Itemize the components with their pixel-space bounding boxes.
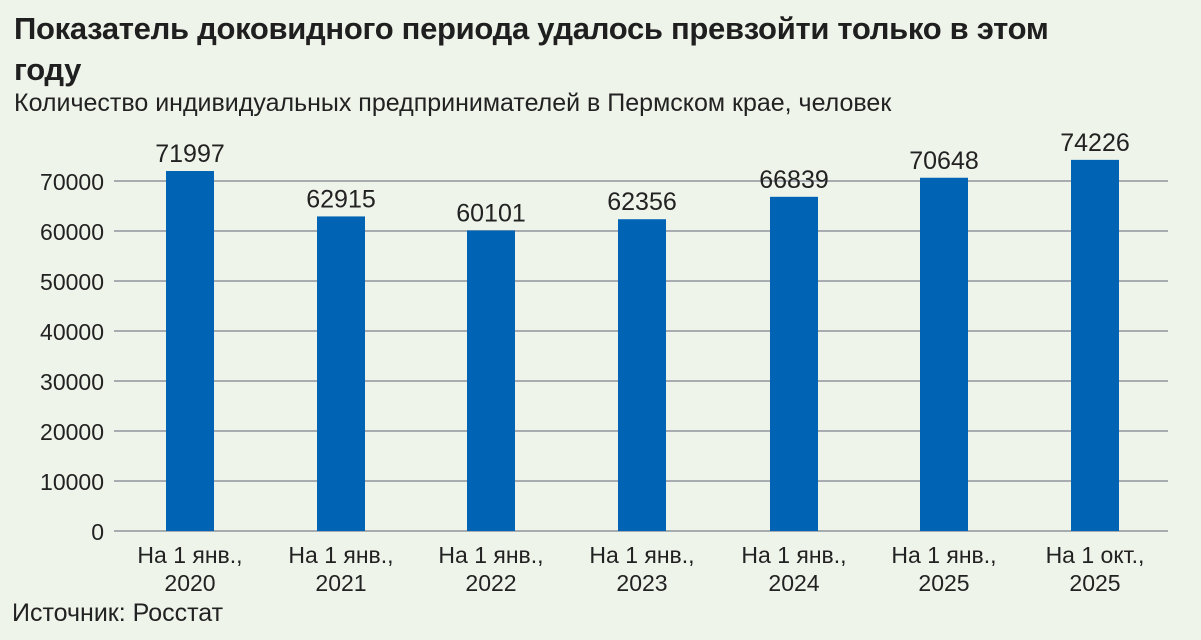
- y-tick-label: 20000: [40, 419, 104, 445]
- x-tick-label: На 1 янв.,: [891, 542, 996, 568]
- data-label: 62356: [607, 188, 677, 216]
- y-tick-label: 40000: [40, 319, 104, 345]
- y-axis-tick-labels: 0 10000 20000 30000 40000 50000 60000 70000: [40, 169, 104, 545]
- x-tick-label: На 1 янв.,: [438, 542, 543, 568]
- y-tick-label: 30000: [40, 369, 104, 395]
- bar: [317, 216, 365, 532]
- bar: [770, 196, 818, 531]
- data-label: 71997: [155, 140, 225, 168]
- chart-title: Показатель доковидного периода удалось п…: [14, 11, 1049, 87]
- chart-subtitle: Количество индивидуальных предпринимател…: [14, 89, 892, 117]
- x-tick-label: 2024: [768, 570, 819, 596]
- data-label: 66839: [759, 166, 829, 194]
- x-tick-label: На 1 янв.,: [137, 542, 242, 568]
- data-label: 60101: [456, 199, 526, 227]
- x-tick-label: На 1 янв.,: [288, 542, 393, 568]
- y-tick-label: 10000: [40, 469, 104, 495]
- data-label: 62915: [306, 185, 376, 213]
- x-tick-label: 2022: [465, 570, 516, 596]
- x-tick-label: 2023: [616, 570, 667, 596]
- x-tick-label: На 1 янв.,: [589, 542, 694, 568]
- data-label: 74226: [1060, 129, 1130, 157]
- data-labels: 71997 62915 60101 62356 66839 70648 74226: [155, 129, 1130, 228]
- x-tick-label: На 1 окт.,: [1046, 542, 1145, 568]
- bar: [920, 177, 968, 531]
- bar: [1071, 159, 1119, 531]
- bar: [166, 171, 214, 531]
- y-tick-label: 50000: [40, 269, 104, 295]
- bar: [467, 230, 515, 531]
- y-tick-label: 60000: [40, 219, 104, 245]
- y-tick-label: 0: [91, 519, 104, 545]
- bars: [166, 159, 1119, 532]
- x-tick-label: 2020: [164, 570, 215, 596]
- x-tick-label: 2025: [918, 570, 969, 596]
- data-label: 70648: [909, 147, 979, 175]
- x-tick-label: На 1 янв.,: [741, 542, 846, 568]
- x-tick-label: 2021: [315, 570, 366, 596]
- bar: [618, 219, 666, 531]
- x-tick-label: 2025: [1069, 570, 1120, 596]
- source-note: Источник: Росстат: [12, 599, 224, 627]
- y-tick-label: 70000: [40, 169, 104, 195]
